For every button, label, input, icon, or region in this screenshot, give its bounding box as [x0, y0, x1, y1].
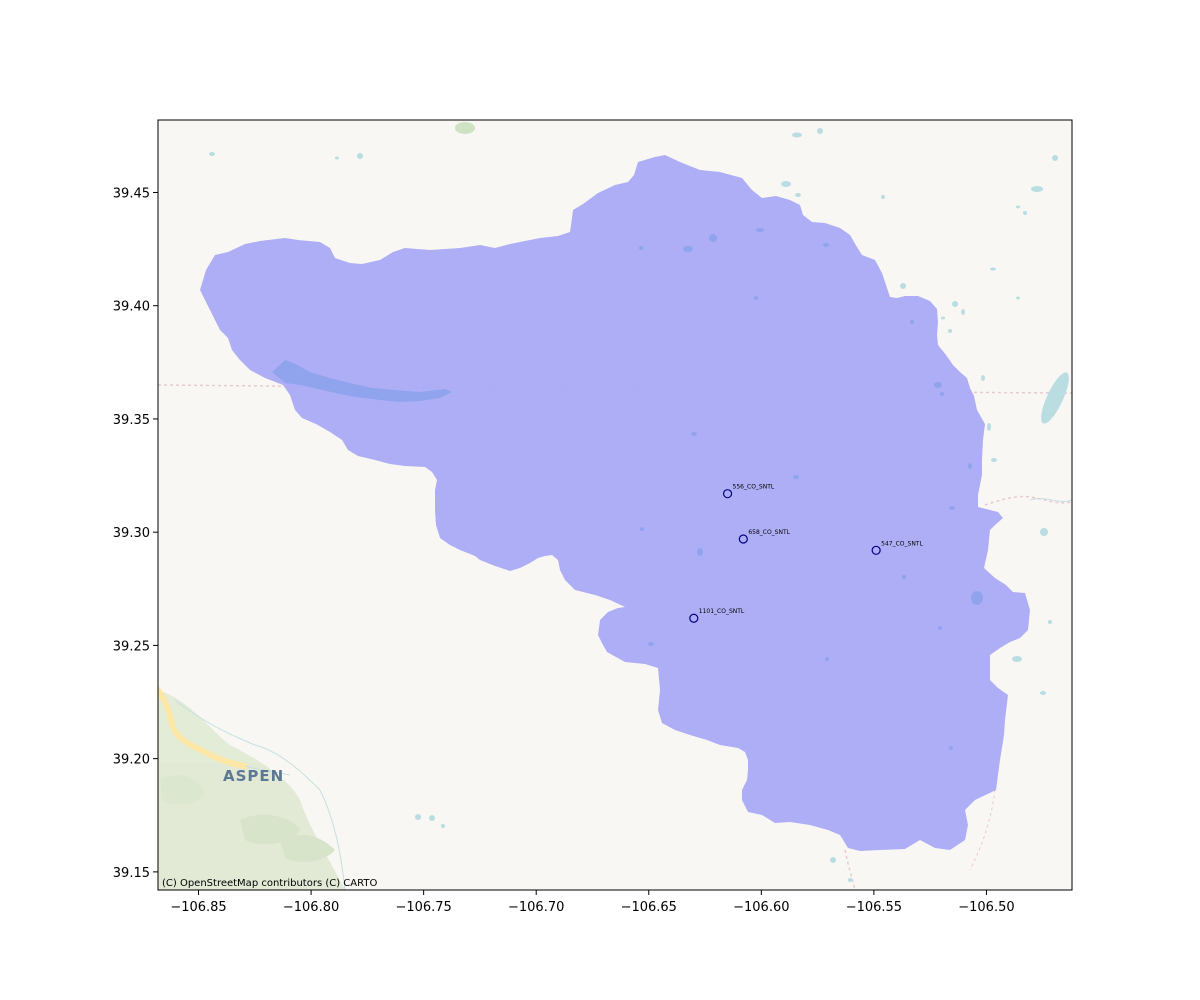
- station-label: 658_CO_SNTL: [748, 529, 790, 536]
- station-label: 1101_CO_SNTL: [699, 608, 745, 615]
- x-tick-label: −106.75: [395, 900, 451, 915]
- x-tick-label: −106.55: [846, 900, 902, 915]
- y-axis: 39.15 39.20 39.25 39.30 39.35 39.40 39.45: [113, 186, 158, 881]
- axes-frame: [157, 119, 1073, 891]
- basemap-attribution: (C) OpenStreetMap contributors (C) CARTO: [162, 878, 377, 889]
- x-tick-label: −106.60: [733, 900, 789, 915]
- highway-82: [158, 687, 248, 769]
- watershed-lakes: [639, 228, 983, 750]
- x-tick-label: −106.85: [170, 900, 226, 915]
- admin-boundary-east: [984, 495, 1072, 506]
- x-tick-label: −106.50: [958, 900, 1014, 915]
- station-marker[interactable]: [689, 613, 699, 623]
- y-tick-label: 39.45: [113, 186, 150, 201]
- x-axis: −106.85 −106.80 −106.75 −106.70 −106.65 −106.…: [170, 890, 1015, 915]
- y-tick-label: 39.35: [113, 413, 150, 428]
- y-tick-label: 39.25: [113, 639, 150, 654]
- map-axes[interactable]: ASPEN: [158, 120, 1074, 890]
- station-label: 556_CO_SNTL: [733, 484, 775, 491]
- station-label: 547_CO_SNTL: [881, 540, 923, 547]
- x-tick-label: −106.65: [621, 900, 677, 915]
- watershed-polygon: [200, 155, 1030, 851]
- station-marker[interactable]: [738, 534, 748, 544]
- y-tick-label: 39.20: [113, 753, 150, 768]
- station-marker[interactable]: [722, 489, 733, 499]
- y-tick-label: 39.40: [113, 300, 150, 315]
- admin-boundary-south2: [844, 849, 856, 890]
- basemap-lakes: [209, 122, 1069, 882]
- x-tick-label: −106.80: [283, 900, 339, 915]
- station-markers: 556_CO_SNTL 658_CO_SNTL 547_CO_SNTL 1101_CO…: [689, 484, 923, 623]
- city-label-aspen: ASPEN: [223, 767, 284, 785]
- x-tick-label: −106.70: [508, 900, 564, 915]
- y-tick-label: 39.15: [113, 866, 150, 881]
- reservoir: [272, 360, 452, 402]
- basemap-rivers: [174, 498, 1072, 890]
- basemap-vegetation: [158, 690, 345, 890]
- station-marker[interactable]: [871, 545, 881, 555]
- y-tick-label: 39.30: [113, 526, 150, 541]
